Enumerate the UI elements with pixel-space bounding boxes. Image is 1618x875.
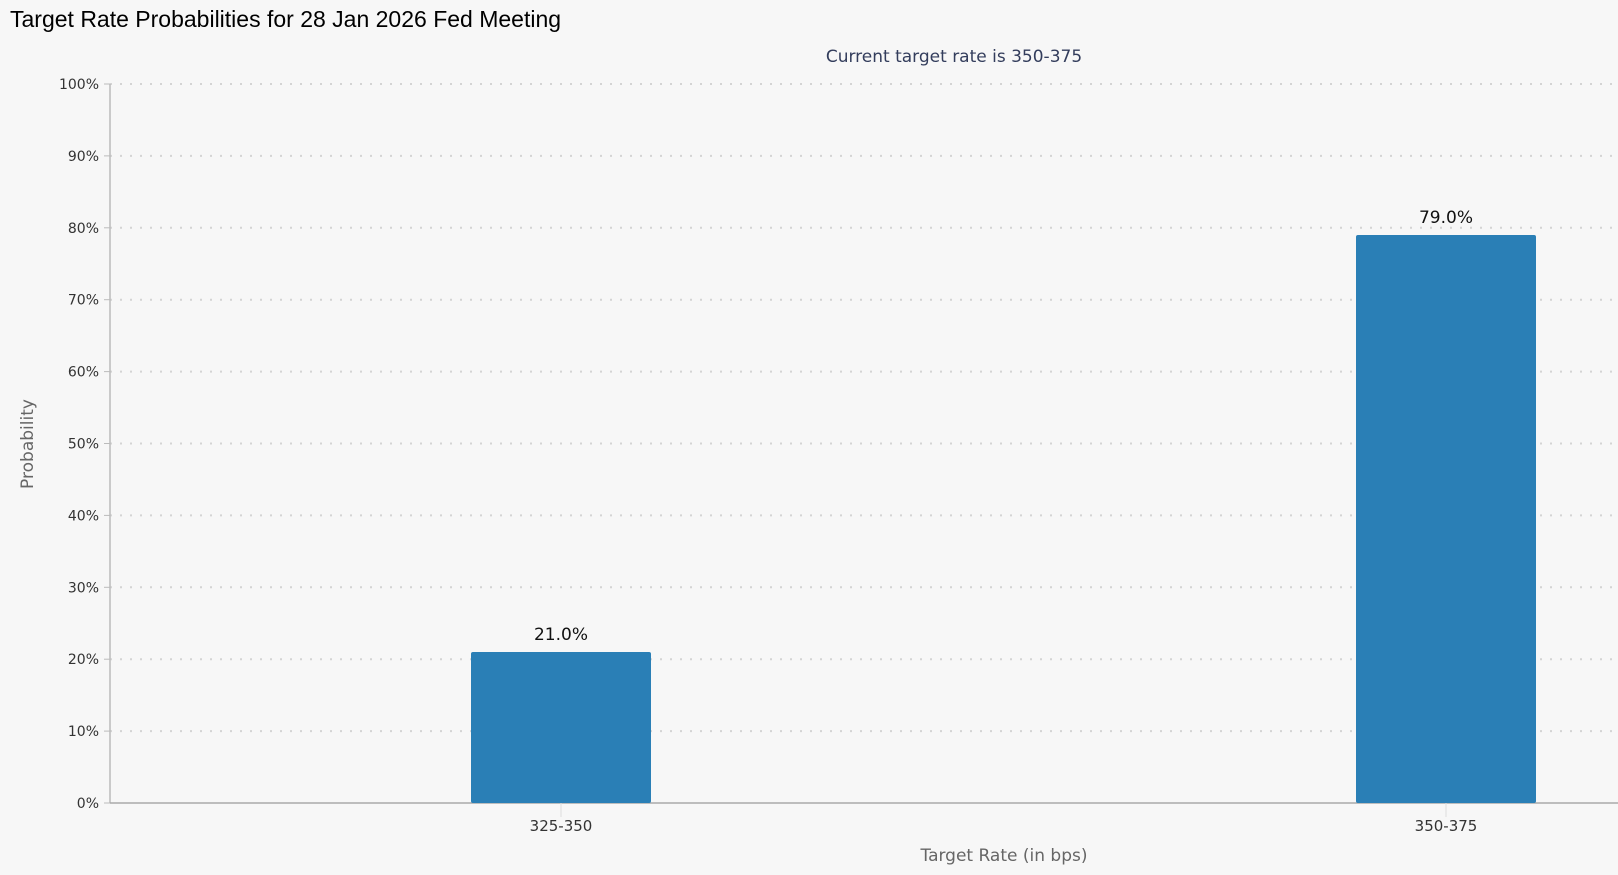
y-tick-label: 70%: [68, 293, 99, 309]
x-tick-label: 350-375: [1415, 817, 1478, 835]
y-tick-label: 20%: [68, 652, 99, 668]
y-axis-label: Probability: [18, 399, 38, 489]
y-tick-label: 10%: [68, 724, 99, 740]
bar-350-375: [1356, 234, 1536, 804]
chart-title: Target Rate Probabilities for 28 Jan 202…: [10, 6, 562, 32]
x-tick-label: 325-350: [530, 817, 593, 835]
y-tick-label: 60%: [68, 365, 99, 381]
y-tick-label: 80%: [68, 221, 99, 237]
x-axis-label: Target Rate (in bps): [920, 846, 1088, 866]
y-tick-label: 100%: [59, 77, 99, 93]
data-label: 21.0%: [534, 625, 588, 645]
y-tick-label: 50%: [68, 437, 99, 453]
y-tick-label: 30%: [68, 580, 99, 596]
y-tick-label: 90%: [68, 149, 99, 165]
data-label: 79.0%: [1419, 208, 1473, 228]
chart-subtitle: Current target rate is 350-375: [826, 47, 1082, 67]
bar-325-350: [471, 652, 651, 803]
y-tick-label: 40%: [68, 508, 99, 524]
y-tick-label: 0%: [77, 796, 99, 812]
